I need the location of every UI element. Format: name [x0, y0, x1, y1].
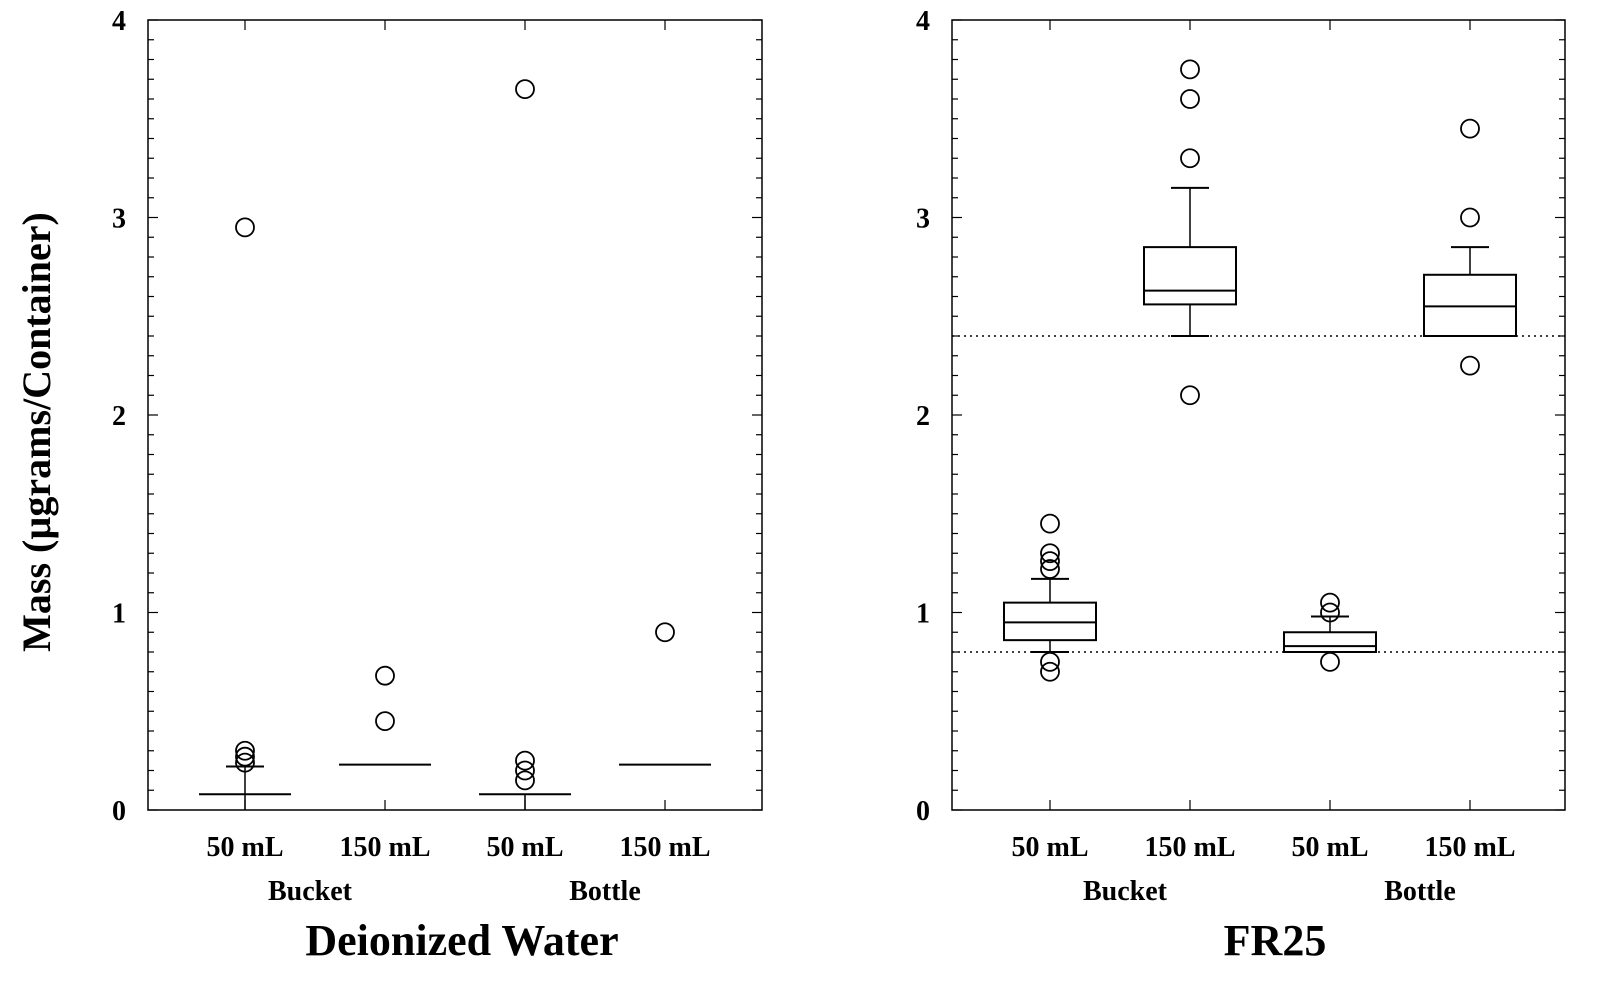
outlier-point: [1180, 148, 1200, 169]
outlier-point: [1180, 385, 1200, 406]
y-tick-label: 4: [112, 6, 126, 37]
outlier-point: [375, 711, 395, 732]
outlier-point: [235, 752, 255, 773]
y-tick-label: 3: [916, 204, 930, 235]
x-category-label: 50 mL: [1292, 832, 1369, 863]
y-tick-label: 0: [112, 796, 126, 827]
outlier-point: [515, 770, 535, 791]
outlier-point: [1460, 207, 1480, 228]
outlier-point: [1040, 543, 1060, 564]
y-tick-label: 1: [112, 599, 126, 630]
x-group-label: Bottle: [1384, 876, 1456, 907]
y-tick-label: 4: [916, 6, 930, 37]
outlier-point: [1040, 513, 1060, 534]
x-category-label: 50 mL: [1012, 832, 1089, 863]
outlier-point: [235, 740, 255, 761]
outlier-point: [515, 760, 535, 781]
box-2: [339, 665, 431, 766]
outlier-point: [1320, 602, 1340, 623]
x-category-label: 150 mL: [620, 832, 711, 863]
plot-frame: [147, 19, 763, 811]
box-4: [1423, 118, 1517, 376]
box-2: [1143, 59, 1237, 406]
outlier-point: [1040, 661, 1060, 682]
outlier-point: [1460, 355, 1480, 376]
outlier-point: [1320, 592, 1340, 613]
y-tick-label: 0: [916, 796, 930, 827]
x-category-label: 50 mL: [487, 832, 564, 863]
panel-title: FR25: [1224, 916, 1327, 965]
outlier-point: [515, 750, 535, 771]
box-3: [479, 79, 571, 810]
x-category-label: 150 mL: [340, 832, 431, 863]
outlier-point: [1040, 559, 1060, 579]
outlier-point: [375, 665, 395, 686]
outlier-point: [235, 217, 255, 238]
box-4: [619, 622, 711, 766]
y-tick-label: 1: [916, 599, 930, 630]
box-iqr: [1283, 631, 1377, 653]
box-1: [1003, 513, 1097, 682]
outlier-point: [1180, 59, 1200, 80]
box-iqr: [1143, 246, 1237, 306]
panel-deionized-water: 0 1 2 3 4 50 mL 150 mL 50 mL 150 mL Bucket Bottle D…: [112, 6, 763, 965]
panel-fr25: 0 1 2 3 4 50 mL 150 mL 50 mL 150 mL Bucket Bottle F…: [916, 6, 1566, 965]
outlier-point: [1320, 651, 1340, 672]
panel-title: Deionized Water: [305, 916, 618, 965]
y-axis-label: Mass (µgrams/Container): [14, 212, 59, 652]
y-tick-label: 2: [112, 401, 126, 432]
box-3: [1283, 592, 1377, 672]
x-category-label: 150 mL: [1425, 832, 1516, 863]
x-group-label: Bucket: [1083, 876, 1168, 907]
outlier-point: [1040, 651, 1060, 672]
outlier-point: [515, 79, 535, 100]
x-group-label: Bottle: [569, 876, 641, 907]
x-group-label: Bucket: [268, 876, 353, 907]
outlier-point: [1460, 118, 1480, 139]
outlier-point: [655, 622, 675, 643]
y-tick-label: 2: [916, 401, 930, 432]
box-1: [199, 217, 291, 810]
plot-frame: [951, 19, 1566, 811]
outlier-point: [1180, 89, 1200, 109]
outlier-point: [1040, 551, 1060, 572]
outlier-point: [235, 746, 255, 767]
y-tick-label: 3: [112, 204, 126, 235]
x-category-label: 50 mL: [207, 832, 284, 863]
x-category-label: 150 mL: [1145, 832, 1236, 863]
